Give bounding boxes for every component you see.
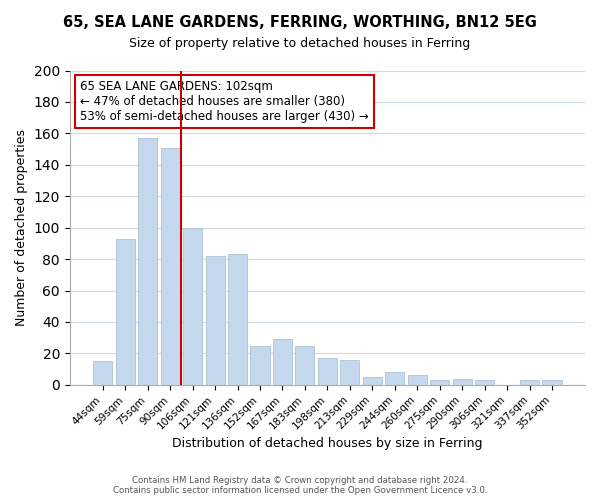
Bar bbox=[542, 380, 562, 385]
X-axis label: Distribution of detached houses by size in Ferring: Distribution of detached houses by size … bbox=[172, 437, 482, 450]
Text: Size of property relative to detached houses in Ferring: Size of property relative to detached ho… bbox=[130, 38, 470, 51]
Bar bbox=[520, 380, 539, 385]
Text: 65 SEA LANE GARDENS: 102sqm
← 47% of detached houses are smaller (380)
53% of se: 65 SEA LANE GARDENS: 102sqm ← 47% of det… bbox=[80, 80, 369, 123]
Bar bbox=[183, 228, 202, 385]
Bar bbox=[295, 346, 314, 385]
Bar bbox=[430, 380, 449, 385]
Bar bbox=[93, 362, 112, 385]
Bar bbox=[228, 254, 247, 385]
Bar bbox=[340, 360, 359, 385]
Bar bbox=[318, 358, 337, 385]
Bar bbox=[385, 372, 404, 385]
Y-axis label: Number of detached properties: Number of detached properties bbox=[15, 129, 28, 326]
Bar bbox=[161, 148, 179, 385]
Bar bbox=[475, 380, 494, 385]
Bar bbox=[452, 378, 472, 385]
Bar bbox=[273, 340, 292, 385]
Bar bbox=[138, 138, 157, 385]
Bar bbox=[206, 256, 224, 385]
Bar bbox=[250, 346, 269, 385]
Text: Contains HM Land Registry data © Crown copyright and database right 2024.
Contai: Contains HM Land Registry data © Crown c… bbox=[113, 476, 487, 495]
Bar bbox=[363, 377, 382, 385]
Bar bbox=[407, 376, 427, 385]
Bar bbox=[116, 238, 135, 385]
Text: 65, SEA LANE GARDENS, FERRING, WORTHING, BN12 5EG: 65, SEA LANE GARDENS, FERRING, WORTHING,… bbox=[63, 15, 537, 30]
